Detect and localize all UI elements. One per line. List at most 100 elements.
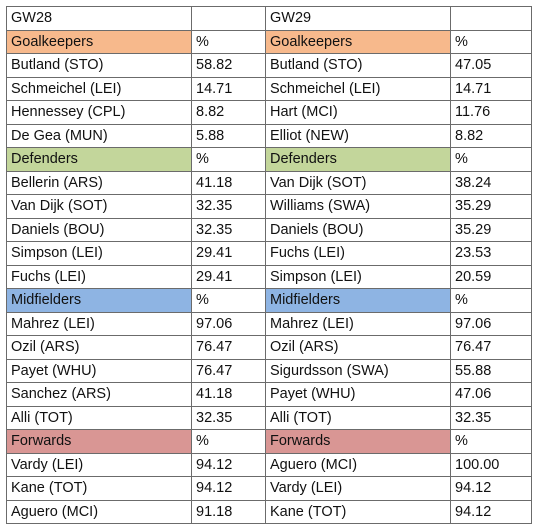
- left-player-name: Aguero (MCI): [6, 499, 192, 524]
- right-header-spacer: [450, 6, 532, 31]
- right-player-name: Hart (MCI): [265, 100, 451, 125]
- table-row: De Gea (MUN) 5.88 Elliot (NEW) 8.82: [6, 123, 532, 148]
- table-row: Ozil (ARS) 76.47 Ozil (ARS) 76.47: [6, 335, 532, 360]
- left-player-percent: 14.71: [191, 76, 266, 101]
- left-player-name: Schmeichel (LEI): [6, 76, 192, 101]
- gameweek-comparison-table: GW28 GW29 Goalkeepers% Goalkeepers% Butlan…: [6, 6, 532, 524]
- right-player-percent: 94.12: [450, 499, 532, 524]
- table-row: Vardy (LEI) 94.12 Aguero (MCI) 100.00: [6, 452, 532, 477]
- right-section-label: Midfielders: [265, 288, 451, 313]
- header-row: GW28 GW29: [6, 6, 532, 31]
- left-player-percent: 29.41: [191, 264, 266, 289]
- right-player-name: Simpson (LEI): [265, 264, 451, 289]
- left-player-percent: 5.88: [191, 123, 266, 148]
- left-player-percent: 32.35: [191, 194, 266, 219]
- table-row: Daniels (BOU) 32.35 Daniels (BOU) 35.29: [6, 217, 532, 242]
- table-row: Payet (WHU) 76.47 Sigurdsson (SWA) 55.88: [6, 358, 532, 383]
- right-player-percent: 94.12: [450, 476, 532, 501]
- right-player-percent: 47.05: [450, 53, 532, 78]
- right-player-name: Elliot (NEW): [265, 123, 451, 148]
- table-row: Aguero (MCI) 91.18 Kane (TOT) 94.12: [6, 499, 532, 524]
- table-row: Hennessey (CPL) 8.82 Hart (MCI) 11.76: [6, 100, 532, 125]
- section-header-goalkeepers: Goalkeepers% Goalkeepers%: [6, 29, 532, 54]
- right-player-name: Mahrez (LEI): [265, 311, 451, 336]
- left-player-name: Kane (TOT): [6, 476, 192, 501]
- right-player-name: Ozil (ARS): [265, 335, 451, 360]
- left-player-name: Alli (TOT): [6, 405, 192, 430]
- table-body: GW28 GW29 Goalkeepers% Goalkeepers% Butlan…: [6, 6, 532, 524]
- right-player-percent: 32.35: [450, 405, 532, 430]
- right-player-name: Sigurdsson (SWA): [265, 358, 451, 383]
- right-player-name: Alli (TOT): [265, 405, 451, 430]
- table-row: Bellerin (ARS) 41.18 Van Dijk (SOT) 38.24: [6, 170, 532, 195]
- section-header-defenders: Defenders% Defenders%: [6, 147, 532, 172]
- table-row: Alli (TOT) 32.35 Alli (TOT) 32.35: [6, 405, 532, 430]
- right-player-name: Fuchs (LEI): [265, 241, 451, 266]
- right-player-percent: 47.06: [450, 382, 532, 407]
- left-player-name: De Gea (MUN): [6, 123, 192, 148]
- left-player-name: Fuchs (LEI): [6, 264, 192, 289]
- right-player-percent: 100.00: [450, 452, 532, 477]
- left-percent-header: %: [191, 429, 266, 454]
- left-player-name: Butland (STO): [6, 53, 192, 78]
- right-player-percent: 11.76: [450, 100, 532, 125]
- left-player-percent: 29.41: [191, 241, 266, 266]
- left-player-percent: 41.18: [191, 382, 266, 407]
- left-player-name: Sanchez (ARS): [6, 382, 192, 407]
- left-section-label: Midfielders: [6, 288, 192, 313]
- left-player-percent: 8.82: [191, 100, 266, 125]
- table-row: Mahrez (LEI) 97.06 Mahrez (LEI) 97.06: [6, 311, 532, 336]
- left-player-percent: 97.06: [191, 311, 266, 336]
- right-player-name: Payet (WHU): [265, 382, 451, 407]
- left-player-name: Vardy (LEI): [6, 452, 192, 477]
- left-player-name: Hennessey (CPL): [6, 100, 192, 125]
- left-percent-header: %: [191, 147, 266, 172]
- section-header-midfielders: Midfielders% Midfielders%: [6, 288, 532, 313]
- right-player-name: Butland (STO): [265, 53, 451, 78]
- left-player-percent: 76.47: [191, 358, 266, 383]
- right-player-name: Kane (TOT): [265, 499, 451, 524]
- right-player-percent: 97.06: [450, 311, 532, 336]
- right-percent-header: %: [450, 29, 532, 54]
- left-player-name: Payet (WHU): [6, 358, 192, 383]
- left-percent-header: %: [191, 29, 266, 54]
- left-player-percent: 76.47: [191, 335, 266, 360]
- table-row: Fuchs (LEI) 29.41 Simpson (LEI) 20.59: [6, 264, 532, 289]
- right-player-name: Schmeichel (LEI): [265, 76, 451, 101]
- right-player-percent: 35.29: [450, 217, 532, 242]
- right-section-label: Forwards: [265, 429, 451, 454]
- left-gameweek-header: GW28: [6, 6, 192, 31]
- left-player-percent: 94.12: [191, 476, 266, 501]
- right-player-name: Daniels (BOU): [265, 217, 451, 242]
- left-player-percent: 91.18: [191, 499, 266, 524]
- right-player-percent: 8.82: [450, 123, 532, 148]
- table-wrapper: GW28 GW29 Goalkeepers% Goalkeepers% Butlan…: [6, 6, 532, 524]
- right-player-percent: 38.24: [450, 170, 532, 195]
- right-section-label: Defenders: [265, 147, 451, 172]
- left-player-name: Daniels (BOU): [6, 217, 192, 242]
- table-row: Schmeichel (LEI) 14.71 Schmeichel (LEI) 14.…: [6, 76, 532, 101]
- right-gameweek-header: GW29: [265, 6, 451, 31]
- table-row: Butland (STO) 58.82 Butland (STO) 47.05: [6, 53, 532, 78]
- left-player-percent: 94.12: [191, 452, 266, 477]
- left-player-name: Bellerin (ARS): [6, 170, 192, 195]
- right-percent-header: %: [450, 288, 532, 313]
- right-section-label: Goalkeepers: [265, 29, 451, 54]
- right-player-percent: 76.47: [450, 335, 532, 360]
- left-player-percent: 58.82: [191, 53, 266, 78]
- section-header-forwards: Forwards% Forwards%: [6, 429, 532, 454]
- left-section-label: Defenders: [6, 147, 192, 172]
- right-percent-header: %: [450, 429, 532, 454]
- left-percent-header: %: [191, 288, 266, 313]
- right-percent-header: %: [450, 147, 532, 172]
- right-player-percent: 55.88: [450, 358, 532, 383]
- left-section-label: Forwards: [6, 429, 192, 454]
- left-section-label: Goalkeepers: [6, 29, 192, 54]
- right-player-name: Williams (SWA): [265, 194, 451, 219]
- left-player-name: Mahrez (LEI): [6, 311, 192, 336]
- right-player-name: Aguero (MCI): [265, 452, 451, 477]
- left-player-name: Van Dijk (SOT): [6, 194, 192, 219]
- right-player-name: Van Dijk (SOT): [265, 170, 451, 195]
- table-row: Simpson (LEI) 29.41 Fuchs (LEI) 23.53: [6, 241, 532, 266]
- left-player-name: Ozil (ARS): [6, 335, 192, 360]
